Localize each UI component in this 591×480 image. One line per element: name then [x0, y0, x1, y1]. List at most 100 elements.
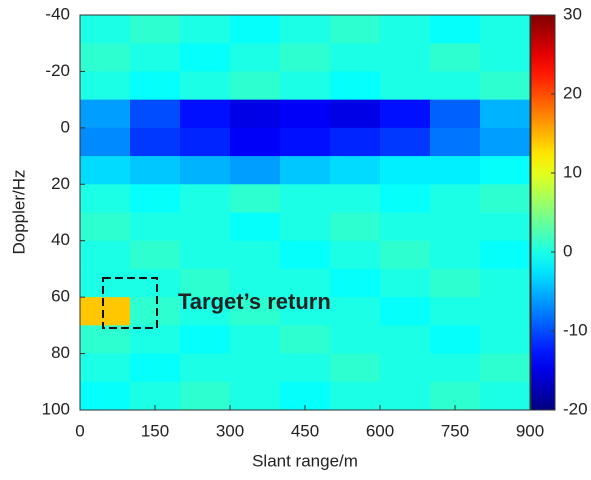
- heat-cell: [330, 184, 381, 213]
- heat-cell: [480, 71, 530, 101]
- heat-cell: [330, 156, 381, 185]
- heat-cell: [130, 127, 181, 157]
- heat-cell: [380, 212, 431, 242]
- heat-cell: [80, 297, 131, 326]
- heat-cell: [230, 156, 281, 185]
- heat-cell: [130, 353, 181, 383]
- heat-cell: [330, 71, 381, 101]
- heat-cell: [180, 15, 231, 44]
- heat-cell: [230, 99, 281, 129]
- heat-cell: [180, 353, 231, 383]
- heat-cell: [130, 240, 181, 270]
- y-tick-label: -40: [45, 4, 70, 23]
- heat-cell: [380, 325, 431, 355]
- y-tick-label: 40: [51, 230, 70, 249]
- heat-cell: [230, 43, 281, 72]
- heat-cell: [480, 381, 530, 410]
- heat-cell: [430, 353, 481, 383]
- heat-cell: [280, 212, 331, 242]
- heat-cell: [80, 184, 131, 213]
- heat-cell: [430, 325, 481, 355]
- heat-cell: [80, 156, 131, 185]
- x-tick-label: 450: [291, 421, 319, 440]
- heat-cell: [130, 156, 181, 185]
- heat-cell: [280, 156, 331, 185]
- heat-cell: [130, 43, 181, 72]
- heat-cell: [380, 268, 431, 298]
- heat-cell: [280, 297, 331, 326]
- y-tick-label: 0: [61, 117, 70, 136]
- heat-cell: [380, 127, 431, 157]
- heat-cell: [480, 297, 530, 326]
- y-tick-label: 60: [51, 287, 70, 306]
- heat-cell: [80, 99, 131, 129]
- heat-cell: [480, 325, 530, 355]
- heat-cell: [380, 353, 431, 383]
- heat-cell: [280, 43, 331, 72]
- heat-cell: [330, 297, 381, 326]
- colorbar-tick-label: 20: [563, 83, 582, 102]
- heat-cell: [280, 184, 331, 213]
- heat-cell: [430, 99, 481, 129]
- heat-cell: [280, 325, 331, 355]
- heat-cell: [280, 15, 331, 44]
- colorbar-tick-label: -20: [563, 399, 588, 418]
- heat-cell: [180, 212, 231, 242]
- heat-cell: [380, 184, 431, 213]
- target-box: [102, 277, 158, 329]
- heat-cell: [380, 43, 431, 72]
- heat-cell: [180, 127, 231, 157]
- heat-cell: [480, 15, 530, 44]
- heat-cell: [280, 268, 331, 298]
- y-tick-label: 80: [51, 343, 70, 362]
- heat-cell: [380, 156, 431, 185]
- heat-cell: [430, 15, 481, 44]
- heat-cell: [180, 99, 231, 129]
- heat-cell: [330, 127, 381, 157]
- heat-cell: [230, 240, 281, 270]
- heat-cell: [330, 43, 381, 72]
- x-axis-label: Slant range/m: [252, 451, 358, 470]
- heat-cell: [280, 240, 331, 270]
- colorbar: [530, 14, 556, 411]
- heat-cell: [230, 353, 281, 383]
- heat-cell: [80, 353, 131, 383]
- heat-cell: [130, 71, 181, 101]
- heat-cell: [180, 184, 231, 213]
- heat-cell: [180, 240, 231, 270]
- heat-cell: [130, 15, 181, 44]
- heat-cell: [380, 15, 431, 44]
- heat-cell: [430, 43, 481, 72]
- heat-cell: [380, 381, 431, 410]
- heat-cell: [130, 268, 181, 298]
- x-tick-label: 750: [441, 421, 469, 440]
- heat-cell: [130, 212, 181, 242]
- heat-cell: [230, 297, 281, 326]
- heat-cell: [230, 212, 281, 242]
- y-axis-label: Doppler/Hz: [9, 169, 28, 254]
- heat-cell: [80, 212, 131, 242]
- heat-cell: [230, 71, 281, 101]
- heat-cell: [80, 268, 131, 298]
- heat-cell: [180, 156, 231, 185]
- heat-cell: [80, 325, 131, 355]
- heat-cell: [180, 268, 231, 298]
- heat-cell: [280, 99, 331, 129]
- heat-cell: [180, 43, 231, 72]
- heatmap: [80, 15, 530, 410]
- heat-cell: [330, 212, 381, 242]
- heat-cell: [480, 212, 530, 242]
- heat-cell: [330, 99, 381, 129]
- heat-cell: [430, 127, 481, 157]
- heat-cell: [180, 297, 231, 326]
- y-tick-label: 100: [42, 399, 70, 418]
- x-tick-label: 150: [141, 421, 169, 440]
- heat-cell: [430, 297, 481, 326]
- heat-cell: [130, 184, 181, 213]
- heat-cell: [230, 325, 281, 355]
- heat-cell: [230, 184, 281, 213]
- heat-cell: [480, 127, 530, 157]
- heat-cell: [380, 297, 431, 326]
- heat-cell: [430, 184, 481, 213]
- heat-cell: [180, 381, 231, 410]
